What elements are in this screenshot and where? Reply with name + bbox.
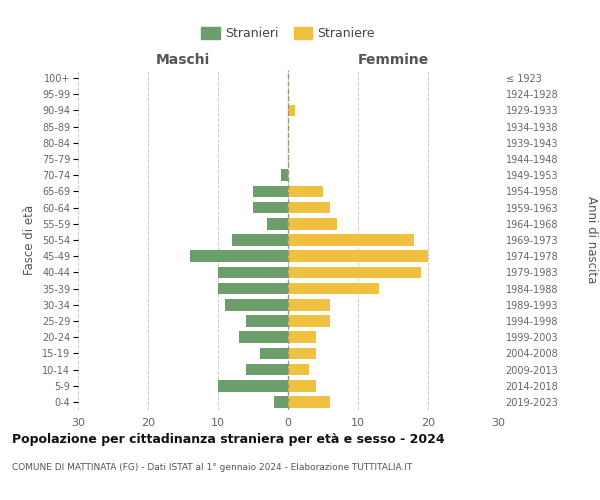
Bar [288, 380, 316, 392]
Bar [274, 396, 288, 407]
Bar [288, 315, 330, 327]
Bar [288, 266, 421, 278]
Bar [288, 234, 414, 246]
Text: COMUNE DI MATTINATA (FG) - Dati ISTAT al 1° gennaio 2024 - Elaborazione TUTTITAL: COMUNE DI MATTINATA (FG) - Dati ISTAT al… [12, 462, 412, 471]
Text: Maschi: Maschi [156, 54, 210, 68]
Bar [288, 364, 309, 376]
Bar [288, 348, 316, 359]
Bar [253, 202, 288, 213]
Bar [267, 218, 288, 230]
Bar [288, 332, 316, 343]
Text: Popolazione per cittadinanza straniera per età e sesso - 2024: Popolazione per cittadinanza straniera p… [12, 432, 445, 446]
Bar [225, 299, 288, 310]
Bar [288, 186, 323, 198]
Bar [218, 380, 288, 392]
Legend: Stranieri, Straniere: Stranieri, Straniere [197, 24, 379, 44]
Bar [246, 364, 288, 376]
Bar [288, 202, 330, 213]
Bar [281, 170, 288, 181]
Bar [190, 250, 288, 262]
Bar [288, 104, 295, 117]
Bar [253, 186, 288, 198]
Bar [288, 282, 379, 294]
Bar [218, 266, 288, 278]
Bar [232, 234, 288, 246]
Text: Anni di nascita: Anni di nascita [584, 196, 598, 284]
Bar [288, 250, 428, 262]
Bar [239, 332, 288, 343]
Y-axis label: Fasce di età: Fasce di età [23, 205, 37, 275]
Text: Femmine: Femmine [358, 54, 428, 68]
Bar [288, 299, 330, 310]
Bar [246, 315, 288, 327]
Bar [218, 282, 288, 294]
Bar [288, 218, 337, 230]
Bar [288, 396, 330, 407]
Bar [260, 348, 288, 359]
